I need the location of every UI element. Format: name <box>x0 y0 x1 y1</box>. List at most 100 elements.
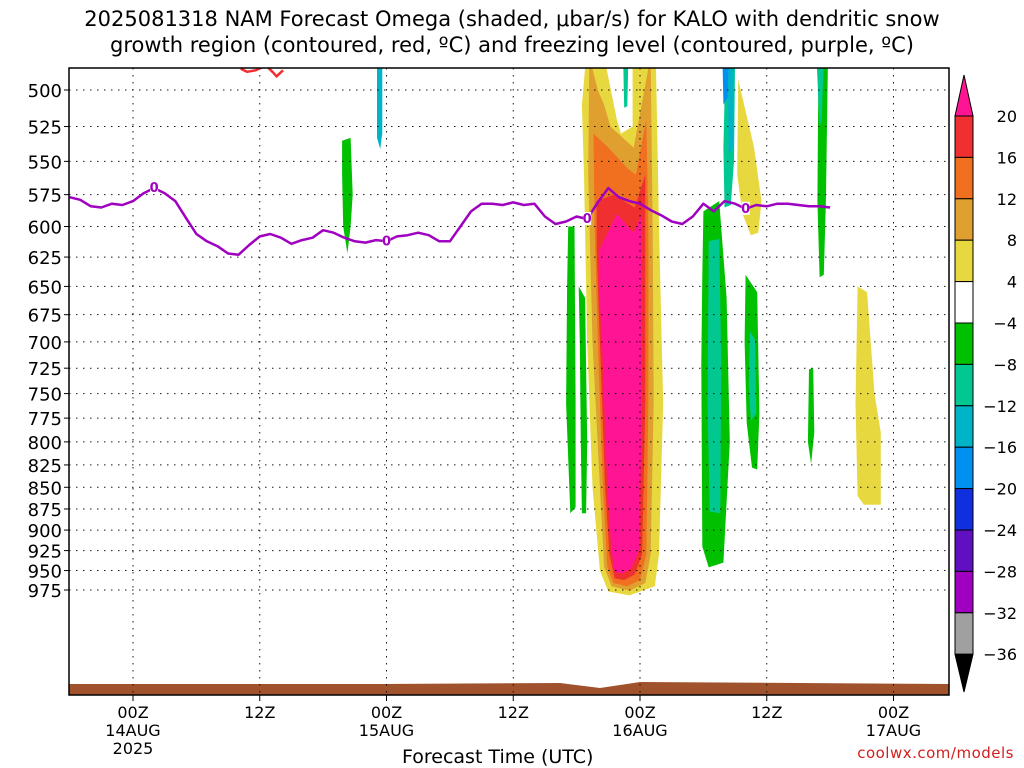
y-tick-label: 650 <box>28 277 62 298</box>
freezing-level-label-1: 0 <box>382 234 391 249</box>
omega-region-14 <box>722 68 729 105</box>
y-tick-label: 825 <box>28 456 62 477</box>
colorbar-segment <box>954 198 974 241</box>
colorbar-label: −4 <box>993 314 1017 333</box>
omega-region-3 <box>578 286 588 514</box>
colorbar-segment <box>954 529 974 572</box>
colorbar-segment <box>954 322 974 365</box>
omega-shading-layer <box>342 68 881 596</box>
colorbar-segment <box>954 239 974 283</box>
x-axis-title: Forecast Time (UTC) <box>402 746 594 768</box>
omega-region-15 <box>737 79 762 236</box>
omega-region-2 <box>566 226 576 514</box>
x-tick-sublabel: 14AUG <box>105 721 160 740</box>
ground-surface <box>69 682 949 695</box>
y-tick-label: 500 <box>28 81 62 102</box>
colorbar: 20 16 12 8 4 −4 −8 −12 −16 −20 −24 −28 −32 −36 <box>954 74 1017 693</box>
freezing-level-label-2: 0 <box>583 212 592 227</box>
omega-region-10 <box>816 68 824 127</box>
chart-title-line1: 2025081318 NAM Forecast Omega (shaded, μ… <box>84 7 940 31</box>
freezing-level-label-3: 0 <box>741 202 750 217</box>
y-tick-label: 725 <box>28 359 62 380</box>
chart-title: 2025081318 NAM Forecast Omega (shaded, μ… <box>0 6 1024 58</box>
omega-region-7 <box>807 368 815 464</box>
y-tick-label: 925 <box>28 542 62 563</box>
y-tick-label: 575 <box>28 186 62 207</box>
colorbar-label: 4 <box>1007 273 1017 292</box>
omega-region-21 <box>598 213 643 574</box>
x-tick-label: 00Z <box>878 703 909 722</box>
colorbar-label: −16 <box>983 438 1017 457</box>
colorbar-label: 20 <box>997 107 1017 126</box>
colorbar-segment <box>954 115 974 158</box>
omega-region-16 <box>855 286 881 505</box>
y-tick-label: 775 <box>28 409 62 430</box>
colorbar-segment <box>954 405 974 448</box>
y-tick-label: 975 <box>28 581 62 602</box>
x-tick-label: 12Z <box>751 703 782 722</box>
x-tick-label: 12Z <box>244 703 275 722</box>
y-tick-label: 850 <box>28 478 62 499</box>
omega-region-8 <box>707 238 722 514</box>
x-tick-sublabel: 16AUG <box>612 721 667 740</box>
chart-title-line2: growth region (contoured, red, ºC) and f… <box>110 33 914 57</box>
omega-region-13 <box>727 68 734 155</box>
colorbar-segment <box>954 570 974 614</box>
freezing-level-label-bg <box>382 234 391 248</box>
y-tick-label: 875 <box>28 500 62 521</box>
colorbar-segment <box>954 488 974 531</box>
y-tick-label: 750 <box>28 385 62 406</box>
x-tick-label: 00Z <box>624 703 655 722</box>
colorbar-label: −32 <box>983 604 1017 623</box>
dgz-contour <box>240 68 284 79</box>
y-tick-label: 950 <box>28 562 62 583</box>
x-tick-sublabel: 2025 <box>113 739 154 758</box>
x-tick-label: 00Z <box>371 703 402 722</box>
y-tick-label: 525 <box>28 118 62 139</box>
colorbar-label: −24 <box>983 521 1017 540</box>
colorbar-label: −8 <box>993 355 1017 374</box>
omega-region-0 <box>377 68 383 149</box>
y-tick-label: 625 <box>28 248 62 269</box>
colorbar-label: −36 <box>983 645 1017 664</box>
x-tick-label: 00Z <box>117 703 148 722</box>
colorbar-bottom-arrow <box>954 653 974 693</box>
freezing-level-label-bg <box>583 211 592 225</box>
y-tick-label: 800 <box>28 433 62 454</box>
y-tick-label: 700 <box>28 333 62 354</box>
source-credit: coolwx.com/models <box>857 744 1014 762</box>
freezing-level-label-bg <box>150 181 159 195</box>
omega-region-9 <box>748 331 757 421</box>
colorbar-label: −20 <box>983 480 1017 499</box>
gridlines <box>69 68 949 695</box>
colorbar-segment <box>954 446 974 490</box>
colorbar-segment <box>954 281 974 324</box>
colorbar-label: 16 <box>997 148 1017 167</box>
colorbar-top-arrow <box>954 74 974 117</box>
contour-layer: 0 0 0 0 <box>69 68 831 256</box>
colorbar-label: −12 <box>983 397 1017 416</box>
colorbar-label: 8 <box>1007 231 1017 250</box>
y-tick-label: 675 <box>28 306 62 327</box>
y-tick-label: 900 <box>28 521 62 542</box>
x-tick-label: 12Z <box>498 703 529 722</box>
colorbar-segment <box>954 156 974 200</box>
omega-region-1 <box>342 137 353 254</box>
x-tick-sublabel: 17AUG <box>866 721 921 740</box>
colorbar-segment <box>954 612 974 655</box>
plot-frame <box>68 67 950 696</box>
ground-layer <box>69 682 949 695</box>
freezing-level-contour <box>69 186 831 256</box>
colorbar-label: 12 <box>997 190 1017 209</box>
colorbar-segment <box>954 363 974 407</box>
colorbar-label: −28 <box>983 562 1017 581</box>
omega-region-12 <box>623 68 629 108</box>
x-tick-sublabel: 15AUG <box>359 721 414 740</box>
y-axis: 5005255505756006256506757007257507758008… <box>28 81 69 602</box>
freezing-level-label-bg <box>741 201 750 215</box>
y-tick-label: 550 <box>28 152 62 173</box>
y-tick-label: 600 <box>28 218 62 239</box>
freezing-level-label-0: 0 <box>150 181 159 196</box>
